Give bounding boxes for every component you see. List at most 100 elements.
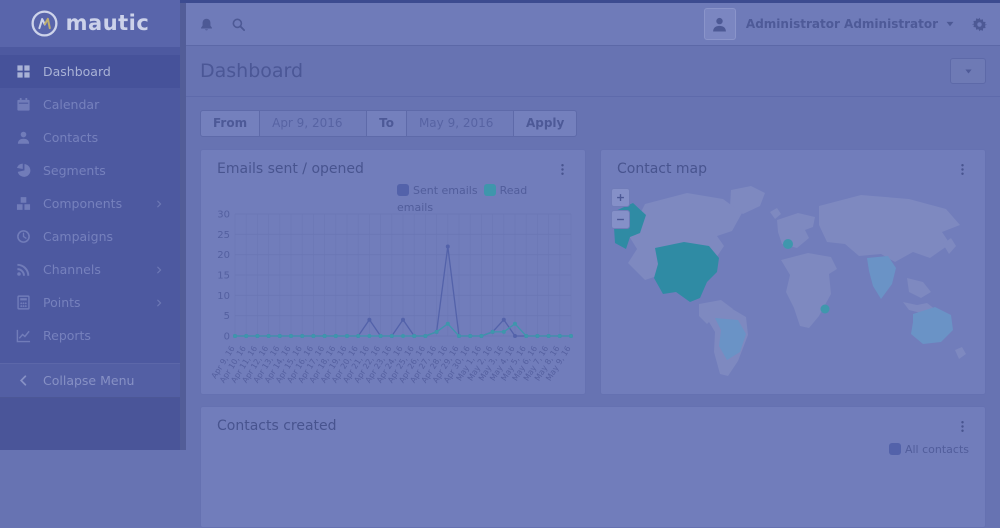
map-zoom-in-button[interactable] [611, 188, 630, 207]
sidebar-item-campaigns[interactable]: Campaigns [0, 220, 180, 253]
chevron-left-icon [16, 373, 31, 388]
from-label: From [200, 110, 261, 137]
sidebar-filler [0, 398, 180, 450]
sidebar-item-label: Points [43, 295, 81, 310]
grid-icon [16, 64, 31, 79]
map-panel-title: Contact map [617, 161, 708, 177]
caret-down-icon [964, 67, 973, 76]
sidebar-shadow [180, 0, 186, 450]
se-asia [907, 278, 931, 298]
collapse-menu-button[interactable]: Collapse Menu [0, 363, 180, 398]
sidebar-item-label: Campaigns [43, 229, 114, 244]
sidebar-item-dashboard[interactable]: Dashboard [0, 55, 180, 88]
from-date-input[interactable]: Apr 9, 2016 [259, 110, 368, 137]
sidebar-item-reports[interactable]: Reports [0, 319, 180, 352]
uganda-spot [820, 304, 830, 314]
france-spot [783, 239, 793, 249]
world-map[interactable] [607, 182, 979, 388]
sidebar-item-label: Contacts [43, 130, 99, 145]
australia-highlight [911, 307, 953, 344]
emails-panel-title: Emails sent / opened [217, 161, 364, 177]
dashboard-options-dropdown[interactable] [950, 58, 986, 84]
rss-icon [16, 262, 31, 277]
window-top-strip [180, 0, 1000, 3]
svg-text:15: 15 [217, 271, 230, 282]
date-filter-row: From Apr 9, 2016 To May 9, 2016 Apply [186, 97, 1000, 137]
uk [770, 208, 781, 219]
search-icon[interactable] [231, 17, 246, 32]
kebab-menu-icon[interactable] [956, 163, 969, 176]
user-menu[interactable]: Administrator Administrator [745, 17, 938, 31]
emails-panel: Emails sent / opened Sent emails Read ema… [200, 149, 586, 395]
topbar-user-area: Administrator Administrator [703, 8, 987, 40]
usa-highlight [654, 242, 719, 302]
date-filter-group: From Apr 9, 2016 To May 9, 2016 Apply [200, 110, 578, 137]
mautic-logo-text: mautic [65, 10, 150, 35]
apply-button[interactable]: Apply [512, 110, 578, 137]
calendar-icon [16, 97, 31, 112]
contacts-panel-header: Contacts created [201, 407, 985, 440]
all-contacts-swatch [888, 443, 901, 455]
japan [943, 238, 956, 254]
contact-map-panel: Contact map [600, 149, 986, 395]
emails-chart-legend: Sent emails Read emails [397, 182, 549, 216]
line-chart-icon [16, 328, 31, 343]
chevron-right-icon [154, 265, 164, 275]
gear-icon[interactable] [972, 17, 987, 32]
sidebar: mautic Dashboard Calendar Contacts Segments… [0, 0, 180, 450]
sidebar-item-label: Reports [43, 328, 91, 343]
legend-item: Read emails [397, 184, 528, 214]
sidebar-item-label: Components [43, 196, 123, 211]
emails-panel-header: Emails sent / opened [201, 150, 585, 183]
sidebar-item-components[interactable]: Components [0, 187, 180, 220]
sidebar-item-points[interactable]: Points [0, 286, 180, 319]
asia [819, 195, 960, 262]
page-heading: Dashboard [186, 46, 1000, 97]
panels-row: Emails sent / opened Sent emails Read ema… [186, 137, 1000, 395]
mautic-logo-icon [31, 10, 58, 37]
avatar[interactable] [703, 8, 736, 40]
india-highlight [867, 256, 896, 299]
clock-icon [16, 229, 31, 244]
sidebar-item-label: Segments [43, 163, 106, 178]
map-zoom-out-button[interactable] [611, 210, 630, 229]
emails-chart: 0 5 10 15 20 25 30 Apr 9, 16 Apr 10, 16 Apr 11, 1… [209, 206, 579, 392]
to-date-input[interactable]: May 9, 2016 [405, 110, 514, 137]
new-zealand [955, 347, 966, 359]
to-label: To [366, 110, 407, 137]
sidebar-item-label: Dashboard [43, 64, 111, 79]
user-caret-icon[interactable] [945, 19, 955, 29]
chevron-right-icon [154, 199, 164, 209]
sidebar-item-contacts[interactable]: Contacts [0, 121, 180, 154]
sidebar-nav: Dashboard Calendar Contacts Segments Compone… [0, 47, 180, 352]
svg-text:30: 30 [217, 210, 230, 221]
svg-text:5: 5 [224, 311, 230, 322]
sidebar-item-label: Channels [43, 262, 101, 277]
chevron-right-icon [154, 298, 164, 308]
svg-text:20: 20 [217, 250, 230, 261]
europe [777, 213, 815, 248]
user-icon [16, 130, 31, 145]
svg-text:10: 10 [217, 291, 230, 302]
mautic-logo[interactable]: mautic [0, 0, 180, 47]
avatar-user-icon [711, 16, 728, 33]
collapse-menu-label: Collapse Menu [43, 373, 135, 388]
map-panel-header: Contact map [601, 150, 985, 183]
kebab-menu-icon[interactable] [556, 163, 569, 176]
sidebar-item-calendar[interactable]: Calendar [0, 88, 180, 121]
map-zoom-controls [611, 188, 630, 229]
svg-text:25: 25 [217, 230, 230, 241]
africa [781, 253, 837, 328]
legend-item: Sent emails [397, 184, 478, 197]
kebab-menu-icon[interactable] [956, 420, 969, 433]
brazil-highlight [715, 318, 746, 360]
sidebar-item-channels[interactable]: Channels [0, 253, 180, 286]
sidebar-item-segments[interactable]: Segments [0, 154, 180, 187]
bell-icon[interactable] [199, 17, 214, 32]
minus-icon [615, 214, 626, 225]
sidebar-item-label: Calendar [43, 97, 100, 112]
main-area: Administrator Administrator Dashboard Fr… [186, 3, 1000, 528]
contacts-panel-title: Contacts created [217, 418, 337, 434]
blocks-icon [16, 196, 31, 211]
